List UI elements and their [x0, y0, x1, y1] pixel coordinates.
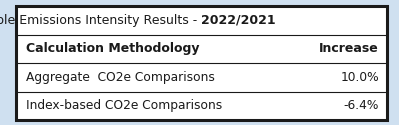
Text: Increase: Increase	[319, 42, 379, 55]
Text: Example Emissions Intensity Results -: Example Emissions Intensity Results -	[0, 14, 201, 27]
FancyBboxPatch shape	[16, 6, 387, 120]
Text: 10.0%: 10.0%	[340, 71, 379, 84]
Text: -6.4%: -6.4%	[344, 99, 379, 112]
Text: 2022/2021: 2022/2021	[201, 14, 276, 27]
Text: Index-based CO2e Comparisons: Index-based CO2e Comparisons	[26, 99, 222, 112]
Text: Calculation Methodology: Calculation Methodology	[26, 42, 200, 55]
Text: Aggregate  CO2e Comparisons: Aggregate CO2e Comparisons	[26, 71, 215, 84]
